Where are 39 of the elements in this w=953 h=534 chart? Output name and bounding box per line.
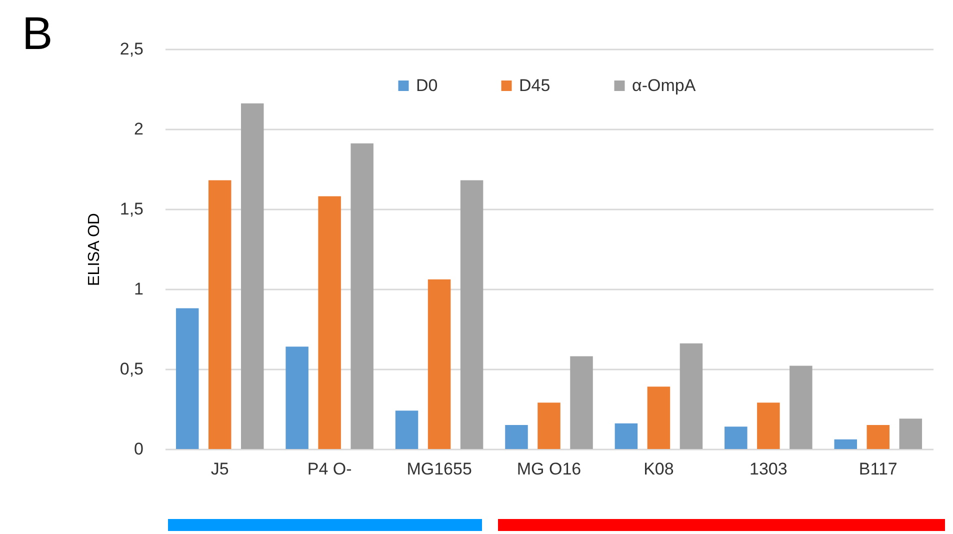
bar <box>899 418 922 449</box>
bar <box>757 402 780 449</box>
x-tick-label: 1303 <box>750 460 788 478</box>
x-tick-label: K08 <box>644 460 674 478</box>
bar <box>866 425 890 449</box>
x-tick-label: MG1655 <box>406 460 472 478</box>
y-tick-label: 1 <box>134 280 144 298</box>
legend-label: D0 <box>416 76 438 95</box>
y-tick-label: 0 <box>134 440 144 458</box>
bar <box>614 423 638 449</box>
text: B <box>22 7 53 59</box>
bar <box>395 410 418 449</box>
y-tick-label: 2 <box>134 120 144 138</box>
bar <box>318 196 341 449</box>
bar <box>570 356 593 449</box>
y-tick-label: 1,5 <box>120 200 144 218</box>
bar <box>428 279 451 449</box>
legend-label: D45 <box>519 76 550 95</box>
bar <box>350 143 374 449</box>
bar <box>505 425 528 449</box>
bar <box>724 426 748 449</box>
x-tick-label: P4 O- <box>307 460 352 478</box>
bar <box>176 308 199 449</box>
legend-label: α-OmpA <box>632 76 696 95</box>
bar <box>240 103 264 449</box>
x-tick-label: B117 <box>858 460 898 478</box>
x-tick-label: MG O16 <box>516 460 582 478</box>
x-tick-label: J5 <box>210 460 229 478</box>
bar <box>460 180 484 449</box>
bar <box>647 386 670 449</box>
y-tick-label: 2,5 <box>120 40 144 58</box>
y-tick-label: 0,5 <box>120 360 144 378</box>
bar <box>286 346 308 449</box>
bar <box>538 402 560 449</box>
y-axis-title: ELISA OD <box>86 213 103 286</box>
bar <box>208 180 232 449</box>
bar <box>790 366 812 449</box>
bar <box>834 439 858 449</box>
bar <box>680 343 703 449</box>
